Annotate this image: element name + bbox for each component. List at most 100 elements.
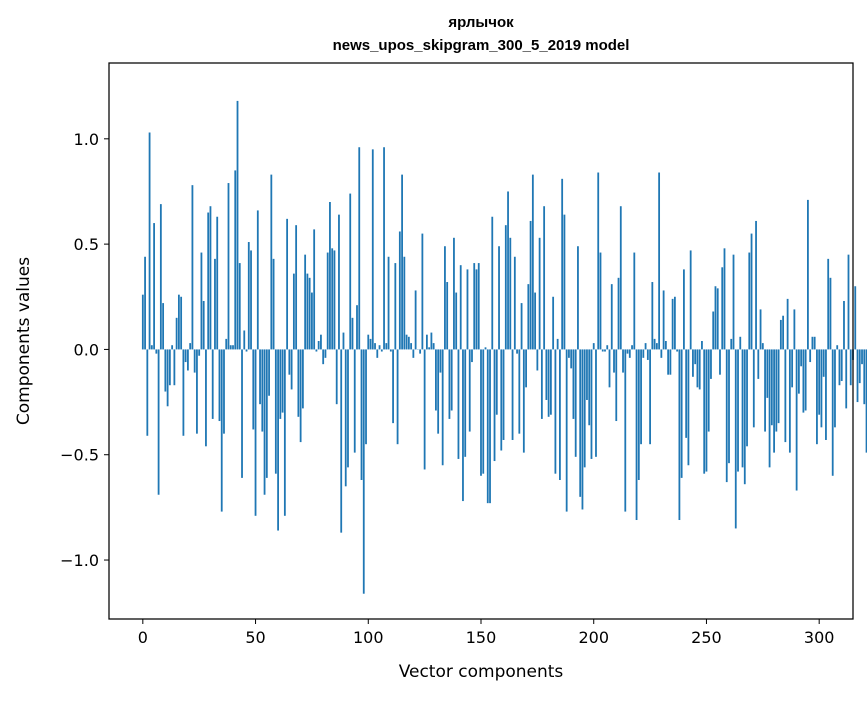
bar [827, 259, 829, 350]
bar [173, 349, 175, 385]
bar [812, 337, 814, 350]
bar [733, 255, 735, 350]
bar [268, 349, 270, 395]
bar [297, 349, 299, 416]
bar [850, 349, 852, 385]
bar [674, 297, 676, 350]
bar [593, 343, 595, 349]
bar [721, 267, 723, 349]
bar [845, 349, 847, 408]
bar [701, 341, 703, 349]
bar [437, 349, 439, 433]
bar [144, 257, 146, 350]
bar [620, 206, 622, 349]
bar [624, 349, 626, 511]
bar [706, 349, 708, 471]
bar [192, 185, 194, 349]
bar [142, 295, 144, 350]
bar [340, 349, 342, 532]
bar [228, 183, 230, 349]
y-tick-label: 0.5 [74, 235, 99, 254]
bar [455, 293, 457, 350]
bar [500, 349, 502, 450]
bar [331, 248, 333, 349]
bar [343, 333, 345, 350]
bar [295, 225, 297, 349]
bar [415, 290, 417, 349]
y-tick-label: −1.0 [60, 551, 99, 570]
bar [622, 349, 624, 372]
bar [460, 265, 462, 349]
x-axis-label: Vector components [399, 662, 564, 682]
bar [151, 345, 153, 349]
bar [507, 191, 509, 349]
bar [446, 282, 448, 349]
bar [728, 349, 730, 463]
bar [559, 349, 561, 480]
bar [478, 263, 480, 349]
bar [516, 349, 518, 353]
bar [237, 101, 239, 350]
bar [512, 349, 514, 440]
bar [663, 290, 665, 349]
bar [433, 343, 435, 349]
bar [494, 349, 496, 461]
bar [557, 339, 559, 350]
x-tick-label: 100 [353, 628, 384, 647]
bar [798, 349, 800, 393]
bar [570, 349, 572, 368]
x-tick-label: 150 [466, 628, 497, 647]
bar [816, 349, 818, 444]
bar [399, 231, 401, 349]
bar [334, 250, 336, 349]
bar [830, 278, 832, 350]
bar [300, 349, 302, 442]
bar [158, 349, 160, 494]
bar [753, 349, 755, 427]
bar [604, 349, 606, 351]
bar [771, 349, 773, 425]
bar [266, 349, 268, 477]
bar [365, 349, 367, 444]
bar [480, 349, 482, 475]
y-axis-label: Components values [14, 257, 34, 425]
bar [379, 345, 381, 349]
bar [327, 253, 329, 350]
bar [685, 349, 687, 437]
bar [261, 349, 263, 431]
bar [453, 238, 455, 350]
bar [545, 349, 547, 400]
bar [408, 337, 410, 350]
bar [683, 269, 685, 349]
bar [361, 349, 363, 480]
bar [162, 303, 164, 349]
bar [370, 339, 372, 350]
bar [787, 299, 789, 350]
bar [717, 288, 719, 349]
bar [814, 337, 816, 350]
bar [232, 345, 234, 349]
bar [246, 349, 248, 351]
bar [757, 349, 759, 378]
bar [834, 349, 836, 427]
bar [800, 349, 802, 366]
bar [719, 349, 721, 374]
bar [309, 278, 311, 350]
bar [730, 339, 732, 350]
bar [496, 349, 498, 414]
bar [848, 255, 850, 350]
bar [769, 349, 771, 467]
bar [597, 173, 599, 350]
bar [679, 349, 681, 520]
bar [442, 349, 444, 465]
bar [789, 349, 791, 452]
bar [656, 343, 658, 349]
bar [503, 349, 505, 440]
bar [279, 349, 281, 419]
bar [645, 343, 647, 349]
bar [444, 246, 446, 349]
bar [539, 238, 541, 350]
y-tick-label: 1.0 [74, 130, 99, 149]
bar [793, 309, 795, 349]
